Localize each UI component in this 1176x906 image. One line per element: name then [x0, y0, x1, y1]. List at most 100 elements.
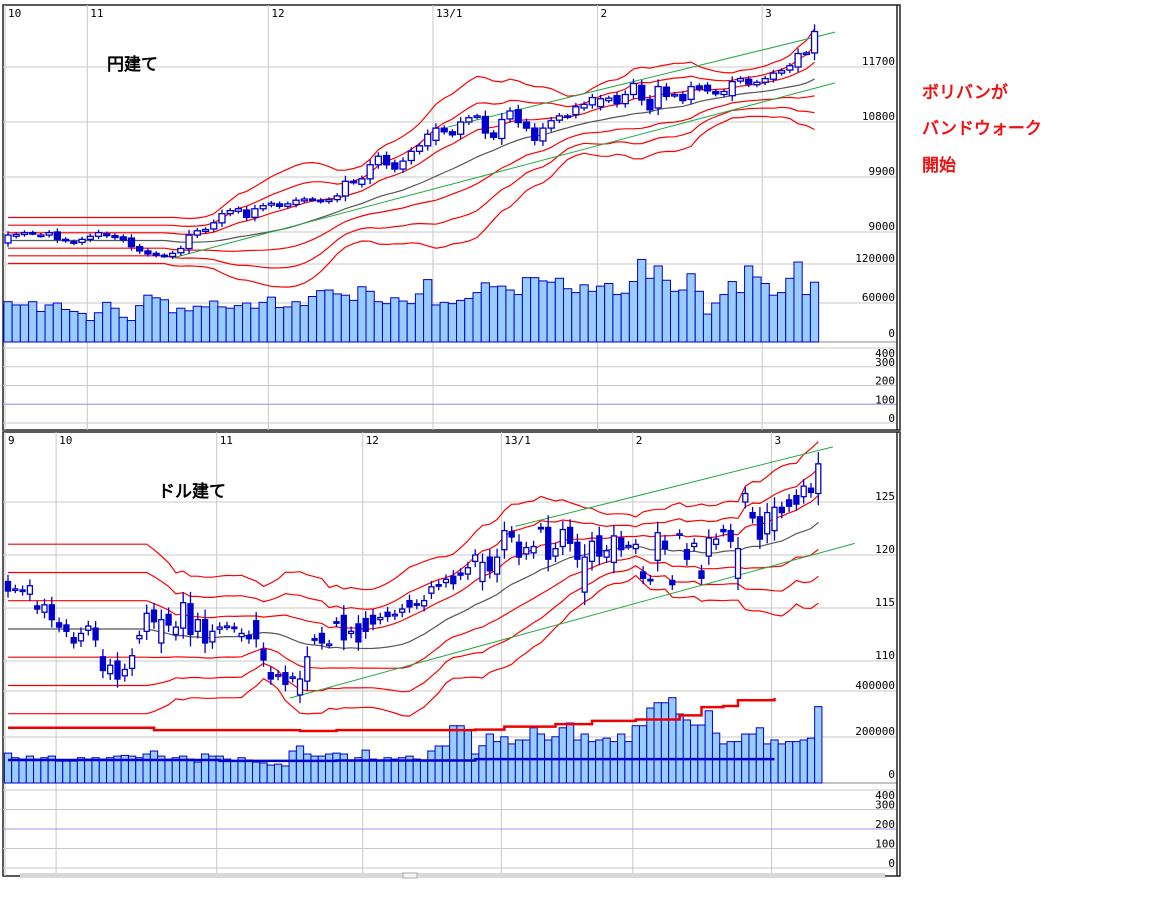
- candle-up: [194, 619, 201, 632]
- sub-tick-label: 400: [875, 789, 895, 802]
- volume-bar: [670, 290, 680, 343]
- candle-down: [703, 84, 712, 92]
- candle-up: [728, 81, 736, 97]
- candle-up: [85, 625, 92, 631]
- volume-bar: [631, 725, 640, 784]
- bollinger-upper-2sigma: [8, 468, 819, 610]
- candle-down: [647, 578, 654, 582]
- candle-up: [172, 626, 180, 636]
- volume-bar: [381, 303, 392, 343]
- price-tick-label: 125: [875, 490, 895, 503]
- candle-up: [158, 619, 165, 644]
- candle-down: [537, 526, 545, 530]
- volume-bar: [612, 294, 622, 343]
- candle-down: [355, 623, 362, 643]
- candle-down: [545, 526, 552, 560]
- volume-bar: [522, 739, 531, 784]
- candle-down: [340, 614, 347, 641]
- volume-bar: [478, 745, 487, 784]
- volume-bar: [390, 297, 400, 343]
- candle-up: [4, 234, 12, 244]
- candle-up: [815, 463, 822, 495]
- scrollbar-thumb[interactable]: [402, 872, 418, 879]
- volume-bar: [694, 290, 704, 343]
- volume-bar: [439, 301, 449, 343]
- sub-tick-label: 100: [875, 838, 895, 851]
- volume-bar: [259, 762, 268, 784]
- candle-down: [435, 584, 442, 587]
- candle-down: [720, 528, 727, 533]
- month-label: 12: [366, 434, 379, 447]
- volume-bar: [242, 302, 252, 343]
- month-label: 10: [59, 434, 72, 447]
- volume-bar: [777, 292, 787, 343]
- volume-bar: [361, 749, 370, 784]
- price-tick-label: 120: [875, 543, 895, 556]
- volume-bar: [357, 286, 367, 343]
- candle-down: [440, 127, 448, 133]
- horizontal-scrollbar[interactable]: [20, 873, 885, 878]
- candle-up: [399, 160, 407, 170]
- candle-down: [698, 570, 705, 579]
- candle-up: [180, 602, 187, 629]
- candle-down: [618, 537, 625, 551]
- candle-down: [481, 115, 489, 134]
- volume-bar: [546, 281, 556, 343]
- volume-tick-label: 200000: [855, 725, 895, 738]
- volume-bar: [777, 743, 786, 784]
- volume-bar: [441, 745, 451, 784]
- candle-down: [508, 531, 515, 538]
- volume-bar: [624, 741, 633, 784]
- volume-bar: [398, 300, 408, 343]
- candle-down: [350, 180, 358, 184]
- volume-bar: [36, 310, 46, 343]
- candle-up: [777, 70, 786, 74]
- candle-down: [267, 672, 274, 680]
- candle-down: [61, 238, 70, 242]
- moving-average-line: [8, 522, 819, 650]
- bollinger-lower-3sigma: [8, 574, 819, 717]
- candle-up: [226, 209, 234, 215]
- volume-bar: [273, 763, 283, 784]
- candle-up: [588, 96, 596, 106]
- candle-up: [734, 547, 742, 579]
- volume-bar: [303, 753, 312, 784]
- volume-bar: [365, 290, 375, 343]
- volume-bar: [44, 304, 54, 343]
- volume-bar: [704, 710, 713, 784]
- volume-bar: [316, 290, 326, 343]
- candle-down: [749, 511, 756, 519]
- volume-bar: [349, 299, 359, 343]
- candle-up: [547, 120, 555, 129]
- candle-up: [428, 586, 435, 594]
- candle-down: [165, 613, 172, 626]
- volume-bar: [91, 757, 100, 784]
- volume-bar: [661, 279, 672, 343]
- volume-bar: [456, 299, 466, 343]
- volume-bar: [434, 745, 443, 784]
- volume-bar: [167, 312, 178, 343]
- volume-bar: [307, 296, 318, 343]
- volume-bar: [332, 293, 342, 343]
- volume-bar: [274, 307, 285, 343]
- candle-up: [654, 85, 662, 109]
- volume-bar: [554, 277, 565, 343]
- candle-up: [300, 198, 308, 202]
- volume-bar: [719, 294, 729, 343]
- volume-bar: [514, 739, 524, 784]
- candle-down: [4, 580, 12, 592]
- candle-up: [143, 612, 150, 632]
- volume-bar: [686, 273, 696, 343]
- candle-up: [720, 90, 728, 96]
- candle-down: [727, 529, 734, 542]
- candle-up: [358, 178, 366, 185]
- volume-bar: [176, 307, 186, 343]
- volume-bar: [565, 722, 575, 784]
- volume-bar: [19, 304, 30, 343]
- candle-up: [810, 30, 819, 54]
- volume-bar: [151, 297, 161, 343]
- candle-up: [326, 643, 333, 647]
- candle-down: [450, 575, 457, 585]
- volume-bar: [809, 281, 820, 343]
